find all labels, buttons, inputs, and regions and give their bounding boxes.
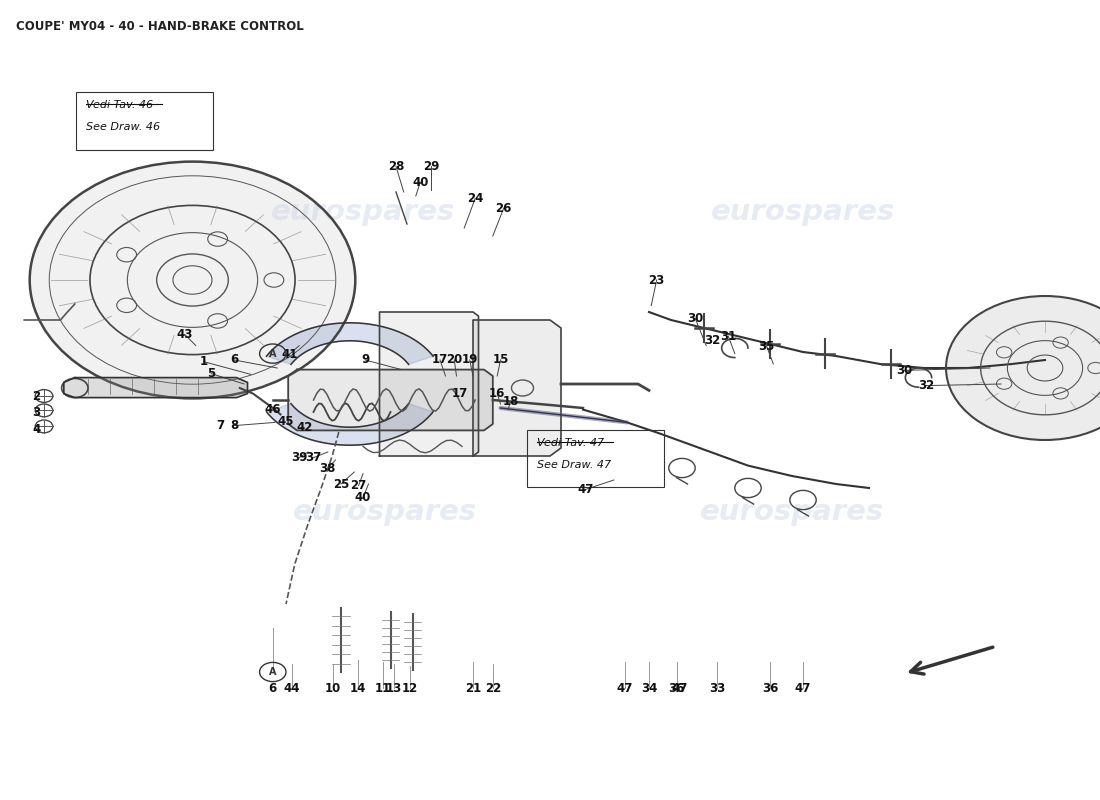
Text: 21: 21 <box>465 682 481 694</box>
Text: 12: 12 <box>403 682 418 694</box>
Text: See Draw. 47: See Draw. 47 <box>537 460 610 470</box>
Polygon shape <box>288 370 493 430</box>
Text: 9: 9 <box>361 354 370 366</box>
Polygon shape <box>64 378 248 398</box>
Text: eurospares: eurospares <box>700 498 884 526</box>
Text: eurospares: eurospares <box>293 498 477 526</box>
Text: 33: 33 <box>710 682 725 694</box>
Text: 28: 28 <box>388 160 404 173</box>
Text: 41: 41 <box>282 348 297 361</box>
Text: 32: 32 <box>918 379 934 392</box>
Text: 23: 23 <box>649 274 664 286</box>
Text: 26: 26 <box>496 202 512 214</box>
Text: 1: 1 <box>199 355 208 368</box>
Text: 47: 47 <box>672 682 688 694</box>
Polygon shape <box>379 312 478 456</box>
Text: 39: 39 <box>292 451 307 464</box>
Text: 17: 17 <box>452 387 468 400</box>
Text: 14: 14 <box>350 682 365 694</box>
Text: 8: 8 <box>230 419 239 432</box>
Text: Vedi Tav. 46: Vedi Tav. 46 <box>86 100 153 110</box>
Text: 36: 36 <box>669 682 684 694</box>
Text: 22: 22 <box>485 682 501 694</box>
Text: 42: 42 <box>297 421 312 434</box>
Text: eurospares: eurospares <box>271 198 455 226</box>
Text: 11: 11 <box>375 682 390 694</box>
Text: 46: 46 <box>265 403 282 416</box>
Text: 6: 6 <box>230 354 239 366</box>
Polygon shape <box>266 404 433 445</box>
Text: 32: 32 <box>705 334 720 346</box>
Text: 29: 29 <box>424 160 439 173</box>
Text: eurospares: eurospares <box>711 198 895 226</box>
Text: Vedi Tav. 47: Vedi Tav. 47 <box>537 438 604 447</box>
Text: 36: 36 <box>762 682 778 694</box>
Circle shape <box>30 162 355 398</box>
Text: 24: 24 <box>468 192 483 205</box>
Text: 38: 38 <box>320 462 336 474</box>
Text: 44: 44 <box>284 682 299 694</box>
Text: 6: 6 <box>268 682 277 694</box>
Text: 27: 27 <box>351 479 366 492</box>
Text: 47: 47 <box>795 682 811 694</box>
Text: 34: 34 <box>641 682 657 694</box>
Text: 47: 47 <box>578 483 593 496</box>
Text: 16: 16 <box>490 387 505 400</box>
Text: 40: 40 <box>355 491 371 504</box>
Text: 43: 43 <box>177 328 192 341</box>
Text: 10: 10 <box>326 682 341 694</box>
Text: 19: 19 <box>462 354 477 366</box>
Text: 15: 15 <box>493 354 508 366</box>
Text: COUPE' MY04 - 40 - HAND-BRAKE CONTROL: COUPE' MY04 - 40 - HAND-BRAKE CONTROL <box>16 20 305 33</box>
Text: 40: 40 <box>412 176 428 189</box>
Text: 30: 30 <box>688 312 703 325</box>
Text: 3: 3 <box>32 406 41 418</box>
Text: 18: 18 <box>503 395 518 408</box>
Text: 35: 35 <box>759 340 774 353</box>
Polygon shape <box>266 323 433 364</box>
Text: 7: 7 <box>216 419 224 432</box>
Text: 47: 47 <box>617 682 632 694</box>
Text: See Draw. 46: See Draw. 46 <box>86 122 160 132</box>
Text: 2: 2 <box>32 390 41 402</box>
Text: 45: 45 <box>277 415 295 428</box>
Text: 17: 17 <box>432 354 448 366</box>
Text: 4: 4 <box>32 423 41 436</box>
Text: 13: 13 <box>386 682 402 694</box>
Text: A: A <box>270 667 276 677</box>
Text: 30: 30 <box>896 364 912 377</box>
Text: 20: 20 <box>447 354 462 366</box>
Text: 5: 5 <box>207 367 216 380</box>
Text: 25: 25 <box>333 478 349 490</box>
Text: 37: 37 <box>306 451 321 464</box>
Polygon shape <box>473 320 561 456</box>
Text: 31: 31 <box>720 330 736 342</box>
Circle shape <box>946 296 1100 440</box>
Text: A: A <box>270 349 276 358</box>
